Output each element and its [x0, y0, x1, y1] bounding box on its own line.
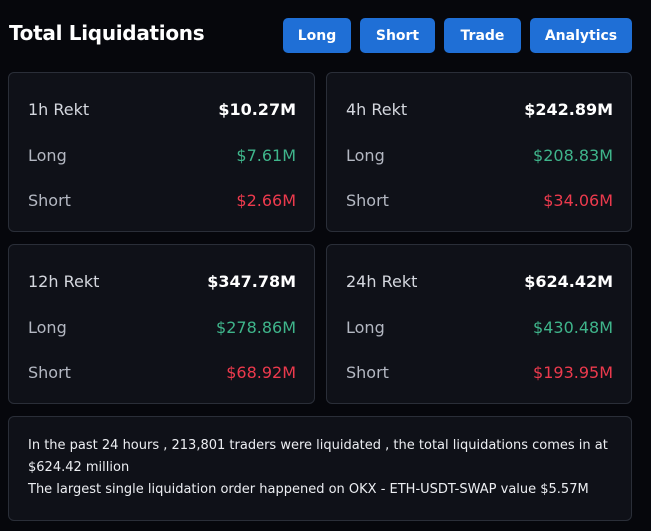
long-row: Long $430.48M	[346, 316, 613, 338]
short-button[interactable]: Short	[360, 18, 435, 53]
card-12h-rekt: 12h Rekt $347.78M Long $278.86M Short $6…	[8, 244, 315, 404]
long-label: Long	[28, 145, 67, 165]
card-header-row: 1h Rekt $10.27M	[28, 98, 296, 120]
summary-line-total: In the past 24 hours , 213,801 traders w…	[28, 438, 608, 475]
long-label: Long	[28, 317, 67, 337]
long-value: $278.86M	[216, 317, 296, 337]
summary-line-largest-order: The largest single liquidation order hap…	[28, 482, 589, 497]
short-value: $34.06M	[543, 190, 613, 210]
card-title: 24h Rekt	[346, 271, 418, 291]
long-label: Long	[346, 317, 385, 337]
page-title: Total Liquidations	[9, 21, 205, 45]
card-header-row: 12h Rekt $347.78M	[28, 270, 296, 292]
card-total-value: $347.78M	[207, 271, 296, 291]
card-title: 4h Rekt	[346, 99, 408, 119]
card-total-value: $242.89M	[524, 99, 613, 119]
short-row: Short $34.06M	[346, 189, 613, 211]
card-header-row: 4h Rekt $242.89M	[346, 98, 613, 120]
long-value: $7.61M	[236, 145, 296, 165]
short-value: $68.92M	[226, 362, 296, 382]
short-row: Short $2.66M	[28, 189, 296, 211]
short-label: Short	[346, 190, 389, 210]
short-value: $2.66M	[236, 190, 296, 210]
short-row: Short $68.92M	[28, 361, 296, 383]
long-row: Long $278.86M	[28, 316, 296, 338]
long-label: Long	[346, 145, 385, 165]
long-row: Long $7.61M	[28, 144, 296, 166]
header: Total Liquidations Long Short Trade Anal…	[0, 0, 651, 72]
liquidation-summary: In the past 24 hours , 213,801 traders w…	[8, 416, 632, 521]
card-24h-rekt: 24h Rekt $624.42M Long $430.48M Short $1…	[326, 244, 632, 404]
card-total-value: $10.27M	[218, 99, 296, 119]
long-row: Long $208.83M	[346, 144, 613, 166]
card-title: 1h Rekt	[28, 99, 90, 119]
short-label: Short	[346, 362, 389, 382]
long-button[interactable]: Long	[283, 18, 351, 53]
card-1h-rekt: 1h Rekt $10.27M Long $7.61M Short $2.66M	[8, 72, 315, 232]
trade-button[interactable]: Trade	[444, 18, 521, 53]
short-label: Short	[28, 362, 71, 382]
card-header-row: 24h Rekt $624.42M	[346, 270, 613, 292]
card-4h-rekt: 4h Rekt $242.89M Long $208.83M Short $34…	[326, 72, 632, 232]
short-label: Short	[28, 190, 71, 210]
long-value: $430.48M	[533, 317, 613, 337]
short-value: $193.95M	[533, 362, 613, 382]
analytics-button[interactable]: Analytics	[530, 18, 632, 53]
card-title: 12h Rekt	[28, 271, 100, 291]
short-row: Short $193.95M	[346, 361, 613, 383]
card-total-value: $624.42M	[524, 271, 613, 291]
long-value: $208.83M	[533, 145, 613, 165]
